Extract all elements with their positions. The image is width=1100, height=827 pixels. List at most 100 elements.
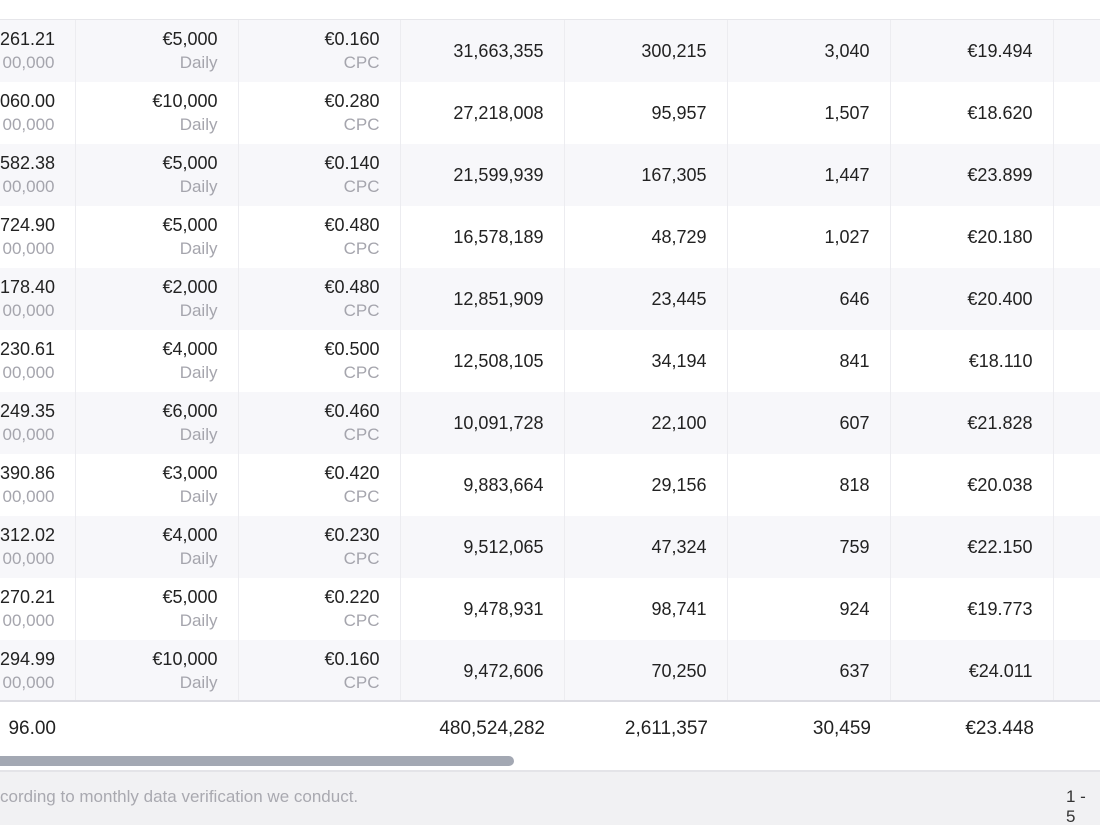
cost-per-cell: €20.400 [890,268,1054,330]
pagination-range[interactable]: 1 - 5 [1066,787,1086,826]
impressions: 21,599,939 [453,165,544,185]
spend-cell: 178.40 00,000 [0,268,76,330]
budget-type: Daily [179,425,218,444]
bid-cell: €0.160 CPC [238,20,401,82]
conversions-cell: 924 [727,578,891,640]
bid-cell: €0.140 CPC [238,144,401,206]
conversions: 1,447 [824,165,870,185]
spend-sub: 00,000 [2,549,55,568]
bid-type: CPC [343,301,380,320]
budget-cell: €5,000 Daily [75,144,239,206]
budget-type: Daily [179,363,218,382]
conversions: 841 [839,351,870,371]
table-row[interactable]: 060.00 00,000 €10,000 Daily €0.280 CPC 27,218,… [0,82,1100,144]
total-spend: 96.00 [8,718,56,739]
impressions-cell: 16,578,189 [400,206,565,268]
budget-type: Daily [179,487,218,506]
clicks-cell: 47,324 [564,516,728,578]
bid-type: CPC [343,177,380,196]
spend-sub: 00,000 [2,53,55,72]
cost-per: €24.011 [968,661,1033,681]
overflow-cell [1053,206,1100,268]
bid-cell: €0.480 CPC [238,268,401,330]
overflow-cell [1053,144,1100,206]
bid-type: CPC [343,115,380,134]
spend: 724.90 [0,215,56,235]
bid: €0.480 [324,277,380,297]
table-row[interactable]: 294.99 00,000 €10,000 Daily €0.160 CPC 9,472,6… [0,640,1100,702]
budget: €5,000 [162,587,218,607]
conversions-cell: 818 [727,454,891,516]
clicks: 300,215 [641,41,707,61]
footer-note: cording to monthly data verification we … [0,787,359,806]
conversions-cell: 1,027 [727,206,891,268]
conversions: 818 [839,475,870,495]
cost-per: €22.150 [967,537,1033,557]
spend-sub: 00,000 [2,425,55,444]
bid-type: CPC [343,425,380,444]
table-row[interactable]: 582.38 00,000 €5,000 Daily €0.140 CPC 21,599,9… [0,144,1100,206]
table-row[interactable]: 249.35 00,000 €6,000 Daily €0.460 CPC 10,091,7… [0,392,1100,454]
clicks-cell: 22,100 [564,392,728,454]
impressions: 10,091,728 [453,413,544,433]
budget: €4,000 [162,339,218,359]
budget: €4,000 [162,525,218,545]
bid-type: CPC [343,363,380,382]
spend-cell: 261.21 00,000 [0,20,76,82]
bid: €0.140 [324,153,380,173]
table-row[interactable]: 724.90 00,000 €5,000 Daily €0.480 CPC 16,578,1… [0,206,1100,268]
table-row[interactable]: 230.61 00,000 €4,000 Daily €0.500 CPC 12,508,1… [0,330,1100,392]
overflow-cell [1053,330,1100,392]
bid: €0.480 [324,215,380,235]
cost-per-cell: €18.110 [890,330,1054,392]
spend-cell: 270.21 00,000 [0,578,76,640]
budget-cell: €4,000 Daily [75,330,239,392]
clicks-cell: 29,156 [564,454,728,516]
spend-sub: 00,000 [2,673,55,692]
conversions-cell: 607 [727,392,891,454]
bid-cell: €0.420 CPC [238,454,401,516]
overflow-cell [1053,392,1100,454]
cost-per-cell: €20.038 [890,454,1054,516]
conversions-cell: 1,447 [727,144,891,206]
table-row[interactable]: 390.86 00,000 €3,000 Daily €0.420 CPC 9,883,66… [0,454,1100,516]
budget: €5,000 [162,215,218,235]
bid: €0.280 [324,91,380,111]
cost-per: €20.400 [967,289,1033,309]
clicks: 70,250 [651,661,707,681]
table-row[interactable]: 312.02 00,000 €4,000 Daily €0.230 CPC 9,512,06… [0,516,1100,578]
impressions-cell: 9,512,065 [400,516,565,578]
impressions: 9,883,664 [463,475,544,495]
spend-sub: 00,000 [2,487,55,506]
conversions: 3,040 [824,41,870,61]
overflow-cell [1053,454,1100,516]
conversions-cell: 3,040 [727,20,891,82]
table-row[interactable]: 178.40 00,000 €2,000 Daily €0.480 CPC 12,851,9… [0,268,1100,330]
clicks-cell: 98,741 [564,578,728,640]
budget-cell: €5,000 Daily [75,20,239,82]
budget-type: Daily [179,53,218,72]
clicks: 34,194 [651,351,707,371]
bid: €0.160 [324,29,380,49]
spend-sub: 00,000 [2,115,55,134]
clicks-cell: 34,194 [564,330,728,392]
budget: €5,000 [162,29,218,49]
impressions-cell: 12,851,909 [400,268,565,330]
table-row[interactable]: 270.21 00,000 €5,000 Daily €0.220 CPC 9,478,93… [0,578,1100,640]
horizontal-scrollbar[interactable] [0,756,1100,772]
cost-per: €19.773 [967,599,1033,619]
spend: 294.99 [0,649,56,669]
impressions: 12,851,909 [453,289,544,309]
total-cost-per: €23.448 [965,718,1034,739]
bid-type: CPC [343,53,380,72]
budget: €2,000 [162,277,218,297]
table-row[interactable]: 261.21 00,000 €5,000 Daily €0.160 CPC 31,663,3… [0,20,1100,82]
spend: 312.02 [0,525,56,545]
bid-cell: €0.160 CPC [238,640,401,702]
campaign-table: 261.21 00,000 €5,000 Daily €0.160 CPC 31,663,3… [0,20,1100,702]
spend-sub: 00,000 [2,611,55,630]
scrollbar-thumb[interactable] [0,756,514,766]
budget: €10,000 [152,91,218,111]
spend: 582.38 [0,153,56,173]
spend-cell: 390.86 00,000 [0,454,76,516]
